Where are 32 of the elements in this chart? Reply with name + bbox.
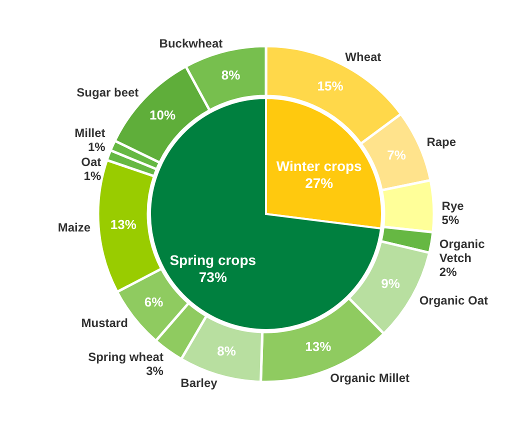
slice-label: Barley (180, 376, 218, 390)
slice-label: Millet (74, 126, 106, 140)
data-label: 8% (217, 343, 236, 358)
data-label: 15% (317, 78, 344, 94)
slice-label: Rape (426, 135, 456, 150)
slice-label: Organic Millet (330, 370, 410, 385)
slice-label: Oat (81, 154, 102, 169)
slice-label: Sugar beet (76, 85, 139, 100)
slice-label: Wheat (345, 50, 382, 64)
slice-label: Winter crops (276, 158, 362, 174)
data-label: 10% (150, 107, 176, 122)
data-label: 2% (439, 264, 458, 279)
slice-label: Spring wheat (88, 350, 164, 364)
slice-label: Mustard (81, 316, 128, 330)
data-label: 13% (305, 339, 332, 354)
slice-label: Buckwheat (159, 36, 223, 50)
data-label: 9% (381, 276, 400, 292)
data-label: 5% (442, 212, 460, 227)
data-label: 73% (198, 268, 228, 285)
data-label: 1% (88, 140, 106, 154)
data-label: 3% (146, 364, 164, 378)
slice-label: Maize (58, 220, 91, 235)
data-label: 8% (221, 67, 241, 82)
data-label: 7% (387, 148, 406, 163)
data-label: 1% (84, 168, 102, 183)
slice-label: Spring crops (170, 252, 256, 268)
data-label: 27% (305, 175, 334, 192)
data-label: 6% (144, 294, 164, 310)
slice-label: Organic Vetch (439, 236, 486, 265)
data-label: 13% (110, 217, 137, 232)
slice-label: Organic Oat (419, 293, 488, 308)
slice-label: Rye (442, 198, 464, 213)
